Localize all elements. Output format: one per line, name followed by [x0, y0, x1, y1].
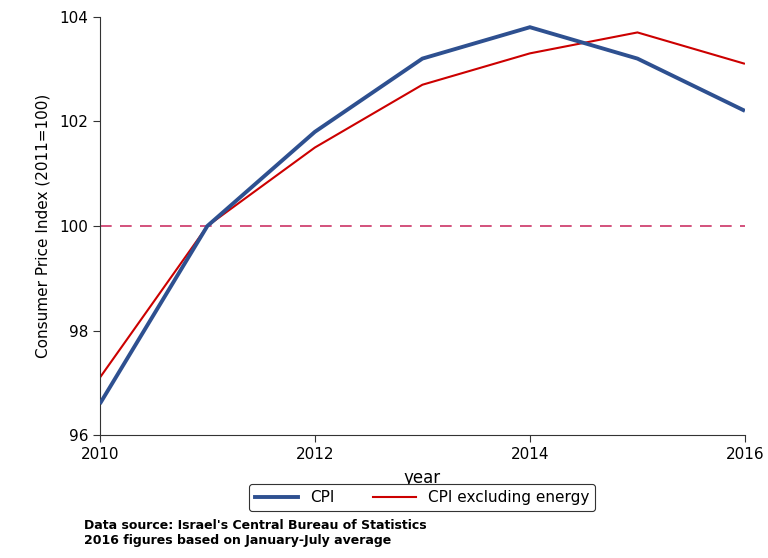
Y-axis label: Consumer Price Index (2011=100): Consumer Price Index (2011=100)	[36, 94, 51, 358]
X-axis label: year: year	[404, 469, 441, 487]
Text: Data source: Israel's Central Bureau of Statistics
2016 figures based on January: Data source: Israel's Central Bureau of …	[84, 519, 427, 547]
Legend: CPI, CPI excluding energy: CPI, CPI excluding energy	[250, 484, 595, 511]
